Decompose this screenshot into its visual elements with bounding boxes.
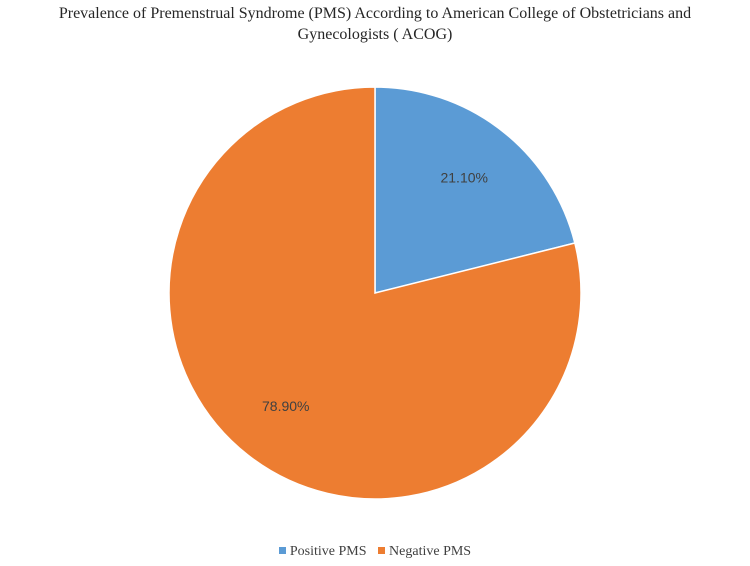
data-label-negative-pms: 78.90%	[262, 398, 309, 414]
legend-label-negative-pms: Negative PMS	[389, 544, 472, 559]
chart-title: Prevalence of Premenstrual Syndrome (PMS…	[0, 3, 750, 45]
legend-item-positive-pms: Positive PMS	[278, 544, 367, 560]
legend-swatch-positive-pms	[278, 547, 286, 554]
legend-item-negative-pms: Negative PMS	[378, 544, 471, 560]
data-label-positive-pms: 21.10%	[440, 169, 487, 185]
legend-swatch-negative-pms	[378, 547, 386, 554]
chart-title-line-1: Prevalence of Premenstrual Syndrome (PMS…	[58, 5, 692, 22]
legend: Positive PMS Negative PMS	[0, 544, 750, 560]
pie-slice-positive-pms	[374, 86, 576, 294]
chart-title-line-2: Gynecologists ( ACOG)	[297, 26, 453, 43]
legend-label-positive-pms: Positive PMS	[289, 544, 367, 559]
pie-slice-negative-pms	[168, 86, 582, 500]
